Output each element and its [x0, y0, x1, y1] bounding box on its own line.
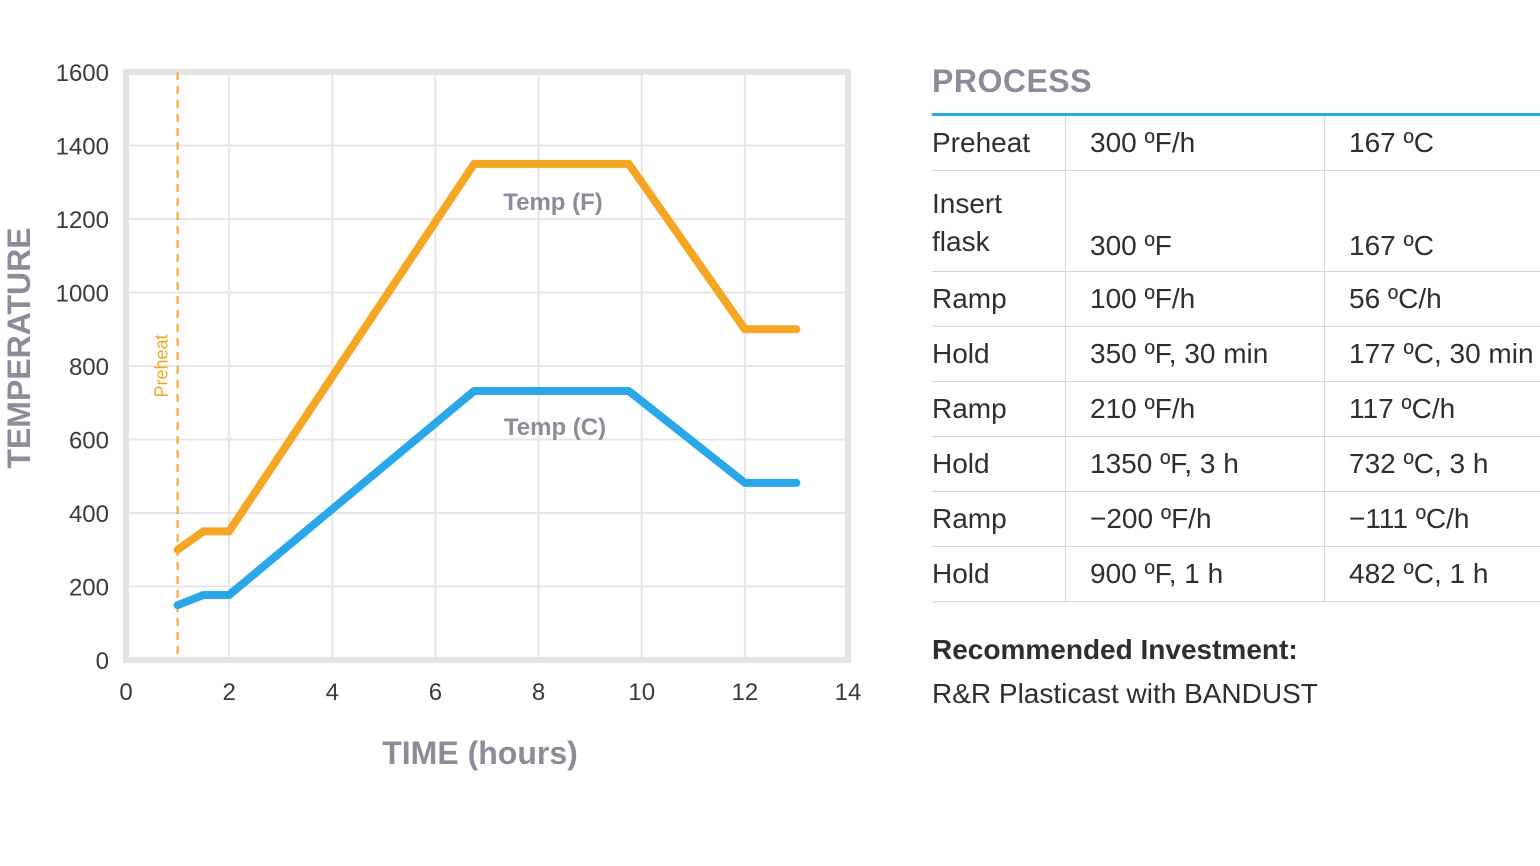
- y-tick-label: 1200: [56, 207, 109, 234]
- y-tick-label: 800: [69, 354, 109, 381]
- process-metric: 732 ºC, 3 h: [1324, 436, 1540, 492]
- process-step: Hold: [932, 326, 1066, 382]
- y-tick-label: 1000: [56, 281, 109, 308]
- y-tick-label: 200: [69, 575, 109, 602]
- y-tick-label: 600: [69, 428, 109, 455]
- series-label-celsius: Temp (C): [504, 414, 606, 441]
- process-imperial: −200 ºF/h: [1065, 491, 1325, 547]
- y-tick-label: 0: [96, 648, 109, 675]
- investment-value: R&R Plasticast with BANDUST: [932, 678, 1318, 709]
- process-step: Ramp: [932, 381, 1066, 437]
- process-step: Preheat: [932, 116, 1066, 171]
- process-step: Hold: [932, 436, 1066, 492]
- y-axis-title: TEMPERATURE: [1, 227, 37, 468]
- process-row: Hold 1350 ºF, 3 h 732 ºC, 3 h: [932, 436, 1540, 492]
- investment-label: Recommended Investment:: [932, 634, 1298, 665]
- series-layer: [173, 159, 801, 610]
- x-tick-label: 12: [732, 679, 759, 706]
- process-row: Insert flask 300 ºF 167 ºC: [932, 170, 1540, 272]
- annotation-layer: Preheat: [152, 72, 179, 660]
- process-imperial: 100 ºF/h: [1065, 271, 1325, 327]
- y-tick-label: 1600: [56, 60, 109, 87]
- x-axis-title: TIME (hours): [382, 735, 578, 771]
- process-imperial: 210 ºF/h: [1065, 381, 1325, 437]
- process-row: Hold 350 ºF, 30 min 177 ºC, 30 min: [932, 326, 1540, 382]
- series-line-celsius: [173, 387, 801, 610]
- process-metric: −111 ºC/h: [1324, 491, 1540, 547]
- plot-area-frame: [123, 69, 851, 663]
- process-row: Hold 900 ºF, 1 h 482 ºC, 1 h: [932, 546, 1540, 602]
- y-tick-label: 1400: [56, 134, 109, 161]
- process-metric: 482 ºC, 1 h: [1324, 546, 1540, 602]
- process-imperial: 350 ºF, 30 min: [1065, 326, 1325, 382]
- x-tick-label: 6: [429, 679, 442, 706]
- y-tick-labels: 0 200 400 600 800 1000 1200 1400 1600: [56, 60, 109, 675]
- process-title: PROCESS: [932, 58, 1540, 116]
- process-panel: PROCESS Preheat 300 ºF/h 167 ºC Insert flas…: [932, 58, 1540, 602]
- x-tick-label: 8: [532, 679, 545, 706]
- preheat-marker-label: Preheat: [152, 334, 172, 397]
- series-label-fahrenheit: Temp (F): [503, 189, 603, 216]
- x-tick-label: 0: [119, 679, 132, 706]
- process-metric: 177 ºC, 30 min: [1324, 326, 1540, 382]
- process-metric: 167 ºC: [1324, 116, 1540, 171]
- process-step: Ramp: [932, 491, 1066, 547]
- process-metric: 117 ºC/h: [1324, 381, 1540, 437]
- y-tick-label: 400: [69, 501, 109, 528]
- x-tick-label: 10: [628, 679, 655, 706]
- process-step: Ramp: [932, 271, 1066, 327]
- process-step: Insert flask: [932, 170, 1066, 272]
- process-metric: 167 ºC: [1324, 170, 1540, 272]
- process-imperial: 300 ºF: [1065, 170, 1325, 272]
- process-imperial: 1350 ºF, 3 h: [1065, 436, 1325, 492]
- process-row: Ramp 210 ºF/h 117 ºC/h: [932, 381, 1540, 437]
- process-imperial: 900 ºF, 1 h: [1065, 546, 1325, 602]
- process-table: Preheat 300 ºF/h 167 ºC Insert flask 300 ºF 1…: [932, 116, 1540, 602]
- process-row: Preheat 300 ºF/h 167 ºC: [932, 116, 1540, 171]
- series-line-fahrenheit: [173, 159, 801, 554]
- x-tick-labels: 0 2 4 6 8 10 12 14: [119, 679, 861, 706]
- process-imperial: 300 ºF/h: [1065, 116, 1325, 171]
- temperature-chart: 0 200 400 600 800 1000 1200 1400 1600 0 2 4 6 8 10 12 1…: [1, 60, 861, 771]
- process-row: Ramp −200 ºF/h −111 ºC/h: [932, 491, 1540, 547]
- process-row: Ramp 100 ºF/h 56 ºC/h: [932, 271, 1540, 327]
- x-tick-label: 2: [222, 679, 235, 706]
- process-step: Hold: [932, 546, 1066, 602]
- process-metric: 56 ºC/h: [1324, 271, 1540, 327]
- x-tick-label: 4: [326, 679, 339, 706]
- x-tick-label: 14: [835, 679, 862, 706]
